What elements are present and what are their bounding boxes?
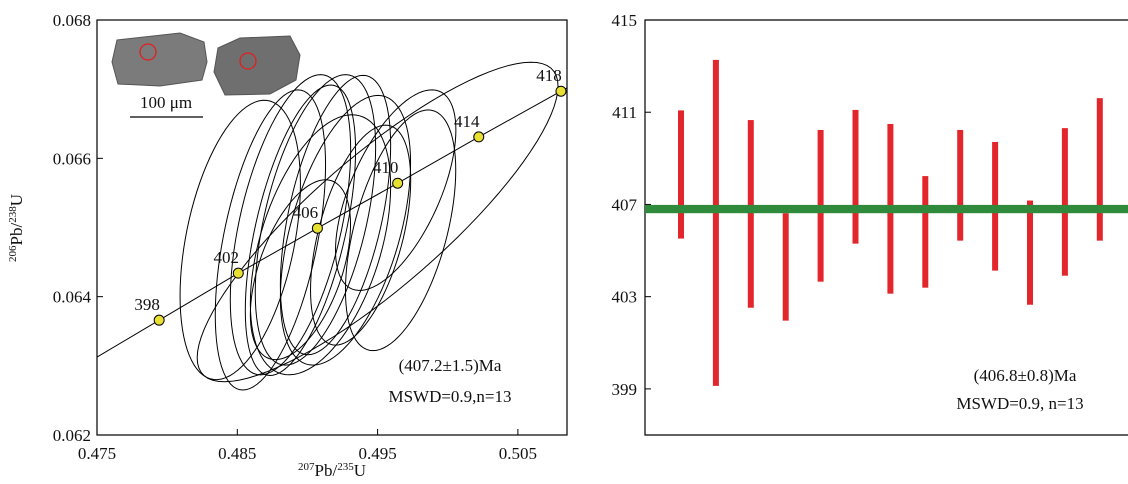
spot: [239, 52, 257, 70]
age-point: [311, 222, 323, 234]
age-point: [232, 267, 244, 279]
error-bar: [1061, 128, 1068, 276]
error-bar: [1096, 98, 1103, 241]
zircon-grain: [111, 32, 208, 87]
annotation: (407.2±1.5)Ma: [399, 356, 502, 375]
concordia-extension: [97, 319, 160, 358]
error-bar: [782, 213, 789, 321]
right-frame: [644, 19, 1128, 436]
error-ellipse: [196, 61, 559, 383]
annotation: (406.8±0.8)Ma: [974, 366, 1077, 385]
spot: [139, 43, 157, 61]
x-axis-label: 207Pb/235U: [298, 461, 366, 480]
zircon-inset: 100 μm: [111, 32, 301, 118]
error-ellipse: [279, 94, 412, 366]
age-label: 398: [134, 295, 160, 314]
left-frame: [96, 19, 568, 436]
y-tick-label: 0.068: [53, 11, 91, 30]
error-ellipse: [214, 89, 327, 391]
x-tick-label: 0.485: [218, 444, 256, 463]
scale-bar-label: 100 μm: [140, 93, 192, 112]
error-bar: [1027, 200, 1033, 305]
error-ellipse: [310, 124, 412, 346]
error-ellipse: [335, 89, 457, 291]
age-point: [392, 177, 404, 189]
x-tick-label: 0.475: [78, 444, 116, 463]
ellipse-group: [97, 61, 567, 391]
annotation: MSWD=0.9,n=13: [388, 387, 511, 406]
label-part: 235: [337, 461, 354, 473]
y-tick-label: 399: [612, 380, 638, 399]
label-part: 207: [298, 461, 315, 473]
age-label: 414: [454, 112, 480, 131]
error-ellipse: [229, 74, 352, 376]
x-tick-label: 0.495: [358, 444, 396, 463]
age-label: 406: [293, 203, 319, 222]
label-part: 238: [7, 206, 19, 223]
label-part: U: [7, 194, 26, 206]
x-tick-label: 0.505: [499, 444, 537, 463]
y-tick-label: 411: [612, 103, 637, 122]
age-label: 418: [536, 66, 562, 85]
label-part: Pb/: [7, 223, 26, 246]
error-ellipse: [179, 99, 301, 381]
concordia-curve: [158, 90, 562, 321]
label-part: U: [354, 461, 366, 480]
y-tick-label: 403: [612, 288, 638, 307]
error-bar: [747, 120, 754, 308]
age-point: [473, 131, 485, 143]
label-part: Pb/: [315, 461, 338, 480]
y-tick-label: 415: [612, 11, 638, 30]
y-tick-label: 0.066: [53, 149, 91, 168]
error-bar: [852, 109, 859, 244]
error-bar: [957, 129, 964, 241]
error-ellipse: [344, 109, 457, 352]
y-tick-label: 0.062: [53, 426, 91, 445]
error-bar: [712, 59, 719, 386]
age-point: [153, 314, 165, 326]
age-point: [555, 85, 567, 97]
y-tick-label: 407: [612, 195, 638, 214]
zircon-grain: [213, 35, 301, 96]
mean-band: [645, 204, 1128, 214]
error-bar: [922, 176, 929, 288]
age-label: 402: [214, 248, 240, 267]
error-ellipse: [244, 84, 357, 377]
annotation: MSWD=0.9, n=13: [956, 394, 1083, 413]
y-tick-label: 0.064: [53, 288, 92, 307]
y-axis-label: 206Pb/238U: [7, 194, 26, 262]
error-ellipse: [249, 179, 352, 361]
label-part: 206: [7, 245, 19, 262]
error-bar: [678, 110, 684, 239]
age-label: 410: [373, 158, 399, 177]
